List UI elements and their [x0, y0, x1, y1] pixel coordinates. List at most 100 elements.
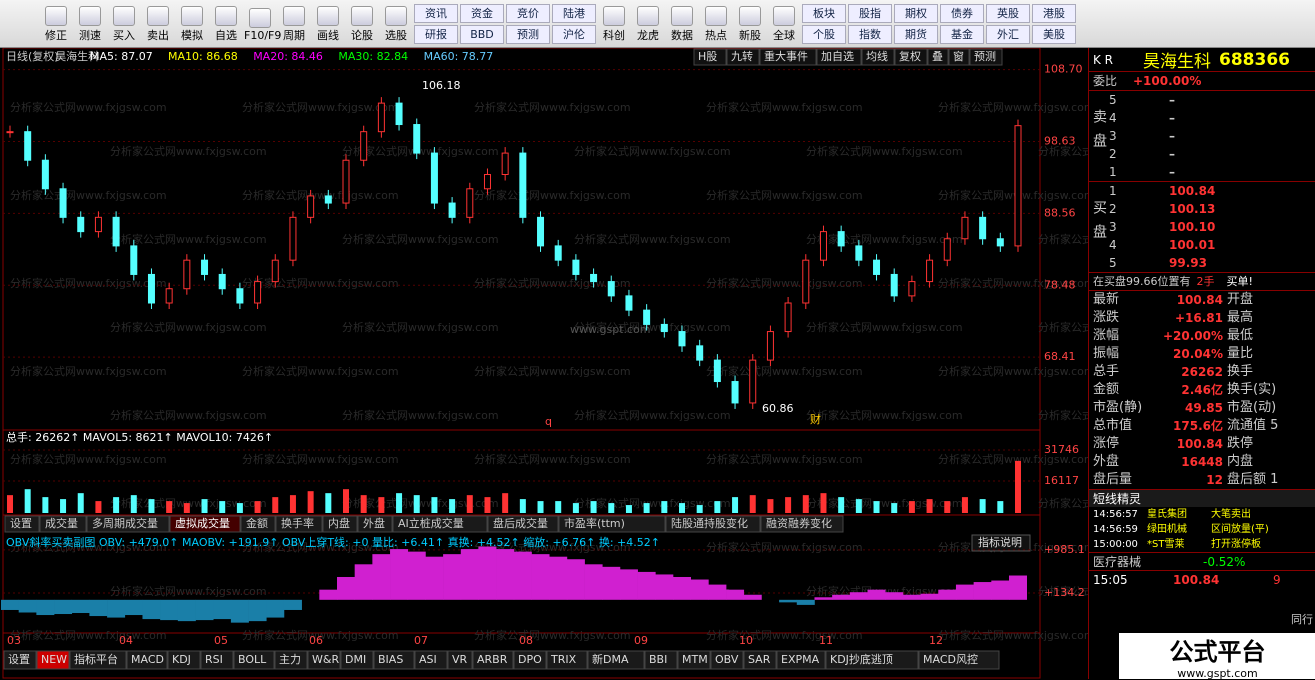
level-no: 5 — [1109, 93, 1117, 107]
bottom-tab-label[interactable]: KDJ抄底逃顶 — [830, 652, 893, 666]
ma-label: MA20: 84.46 — [253, 50, 323, 63]
tab-label[interactable]: 金额 — [246, 516, 268, 530]
tool-button[interactable]: 热点 — [700, 4, 732, 43]
small-button[interactable]: 港股 — [1032, 3, 1076, 23]
tool-label: 模拟 — [181, 29, 203, 42]
bottom-tab-label[interactable]: 指标平台 — [74, 652, 118, 666]
bottom-tab-label[interactable]: NEW — [41, 653, 67, 666]
watermark: 分析家公式网www.fxjgsw.com — [938, 276, 1088, 290]
tab-label[interactable]: 多周期成交量 — [92, 516, 158, 530]
tab-label[interactable]: 设置 — [10, 517, 32, 530]
bottom-tab-label[interactable]: OBV — [715, 653, 739, 666]
header-button-label[interactable]: 叠 — [932, 50, 943, 63]
small-button[interactable]: BBD — [460, 24, 504, 44]
tool-button[interactable]: 选股 — [380, 4, 412, 43]
small-button[interactable]: 陆港 — [552, 3, 596, 23]
bottom-tab-label[interactable]: BIAS — [378, 653, 403, 666]
bottom-tab-label[interactable]: 主力 — [279, 653, 301, 666]
volume-bar — [413, 495, 420, 513]
bottom-tab-label[interactable]: VR — [452, 653, 468, 666]
header-button-label[interactable]: 窗 — [953, 49, 964, 63]
tool-button[interactable]: 龙虎 — [632, 4, 664, 43]
tab-label[interactable]: 换手率 — [281, 516, 314, 530]
tool-button[interactable]: 论股 — [346, 4, 378, 43]
small-button[interactable]: 竞价 — [506, 3, 550, 23]
tool-button[interactable]: F10/F9 — [244, 6, 281, 42]
tool-button[interactable]: 测速 — [74, 4, 106, 43]
watermark: 分析家公式网www.fxjgsw.com — [110, 232, 267, 246]
small-button[interactable]: 期权 — [894, 3, 938, 23]
bottom-tab-label[interactable]: DPO — [518, 653, 542, 666]
small-button[interactable]: 债券 — [940, 3, 984, 23]
watermark: 分析家公式网www.fxjgsw.com — [706, 100, 863, 114]
bottom-tab-label[interactable]: BBI — [649, 653, 667, 666]
bottom-tab-label[interactable]: MACD — [131, 653, 164, 666]
bottom-tab-label[interactable]: ARBR — [477, 653, 508, 666]
watermark: 分析家公式网www.fxjgsw.com — [10, 188, 167, 202]
tab-label[interactable]: 外盘 — [363, 516, 385, 530]
tool-button[interactable]: 数据 — [666, 4, 698, 43]
small-button[interactable]: 个股 — [802, 24, 846, 44]
watermark: 分析家公式网www.fxjgsw.com — [938, 188, 1088, 202]
header-button-label[interactable]: 加自选 — [821, 50, 854, 63]
bottom-tab-label[interactable]: 设置 — [8, 653, 30, 666]
tab-label[interactable]: 盘后成交量 — [493, 516, 548, 530]
small-button[interactable]: 英股 — [986, 3, 1030, 23]
tab-label[interactable]: 融资融券变化 — [766, 516, 832, 530]
tool-button[interactable]: 修正 — [40, 4, 72, 43]
tab-label[interactable]: AI立桩成交量 — [398, 516, 464, 530]
bottom-tab-label[interactable]: EXPMA — [781, 653, 820, 666]
tool-button[interactable]: 新股 — [734, 4, 766, 43]
candle — [377, 102, 385, 133]
header-button-label[interactable]: 复权 — [899, 49, 921, 63]
header-button-label[interactable]: 九转 — [731, 49, 753, 63]
small-button[interactable]: 外汇 — [986, 24, 1030, 44]
small-button[interactable]: 基金 — [940, 24, 984, 44]
header-button-label[interactable]: 预测 — [974, 50, 996, 63]
tool-button[interactable]: 画线 — [312, 4, 344, 43]
small-button[interactable]: 指数 — [848, 24, 892, 44]
small-button[interactable]: 资讯 — [414, 3, 458, 23]
button-pair: 英股 外汇 — [986, 3, 1030, 44]
bottom-tab-label[interactable]: DMI — [345, 653, 366, 666]
tab-label[interactable]: 虚拟成交量 — [175, 516, 230, 530]
tool-button[interactable]: 买入 — [108, 4, 140, 43]
bottom-tab-label[interactable]: BOLL — [238, 653, 267, 666]
obv-bar — [478, 546, 497, 600]
tool-button[interactable]: 模拟 — [176, 4, 208, 43]
stat-row: 金额 2.46亿 换手(实) — [1089, 381, 1315, 399]
tool-button[interactable]: 全球 — [768, 4, 800, 43]
tab-label[interactable]: 成交量 — [45, 516, 78, 530]
tab-label[interactable]: 内盘 — [328, 516, 350, 530]
bottom-tab — [200, 650, 234, 670]
small-button[interactable]: 美股 — [1032, 24, 1076, 44]
tool-button[interactable]: 周期 — [278, 4, 310, 43]
small-button[interactable]: 预测 — [506, 24, 550, 44]
small-button[interactable]: 研报 — [414, 24, 458, 44]
bottom-tab-label[interactable]: RSI — [205, 653, 223, 666]
bottom-tab-label[interactable]: TRIX — [550, 653, 577, 666]
bottom-tab-label[interactable]: W&R — [312, 653, 339, 666]
qty: 2手 — [1196, 275, 1215, 288]
bottom-tab-label[interactable]: MACD风控 — [923, 652, 978, 666]
header-button-label[interactable]: 均线 — [866, 49, 888, 63]
small-button[interactable]: 资金 — [460, 3, 504, 23]
bottom-tab-label[interactable]: ASI — [419, 653, 437, 666]
header-button-label[interactable]: 重大事件 — [764, 49, 808, 63]
candle — [802, 259, 810, 304]
header-button-label[interactable]: H股 — [698, 50, 717, 63]
tool-button[interactable]: 科创 — [598, 4, 630, 43]
small-button[interactable]: 股指 — [848, 3, 892, 23]
tool-button[interactable]: 卖出 — [142, 4, 174, 43]
tool-button[interactable]: 自选 — [210, 4, 242, 43]
small-button[interactable]: 板块 — [802, 3, 846, 23]
small-button[interactable]: 沪伦 — [552, 24, 596, 44]
small-button[interactable]: 期货 — [894, 24, 938, 44]
bottom-tab-label[interactable]: 新DMA — [592, 652, 629, 666]
tab-label[interactable]: 市盈率(ttm) — [564, 516, 625, 530]
bottom-tab-label[interactable]: KDJ — [172, 653, 191, 666]
tool-icon — [215, 6, 237, 26]
bottom-tab-label[interactable]: SAR — [748, 653, 771, 666]
tab-label[interactable]: 陆股通持股变化 — [671, 516, 748, 530]
bottom-tab-label[interactable]: MTM — [682, 653, 708, 666]
